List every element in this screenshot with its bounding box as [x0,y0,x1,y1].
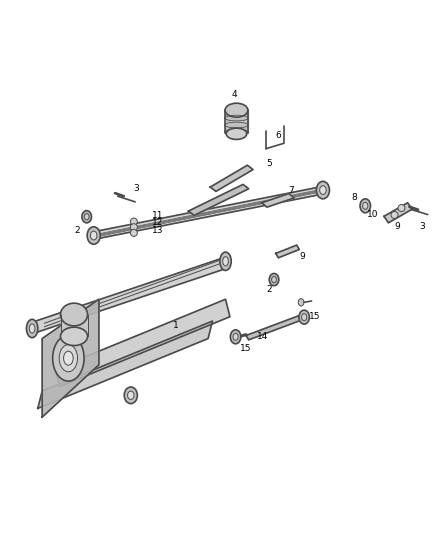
Text: 2: 2 [74,226,80,235]
Ellipse shape [269,273,279,286]
Ellipse shape [84,214,89,220]
Polygon shape [31,256,230,334]
Text: 13: 13 [152,226,164,235]
Polygon shape [262,193,294,207]
Text: 11: 11 [152,212,164,220]
Polygon shape [42,299,99,417]
Polygon shape [225,110,248,133]
Ellipse shape [299,310,309,324]
Circle shape [131,229,138,236]
Ellipse shape [233,333,238,340]
Ellipse shape [26,319,38,338]
Text: 3: 3 [133,184,139,193]
Ellipse shape [53,335,84,381]
Ellipse shape [127,391,134,399]
Ellipse shape [230,330,241,344]
Ellipse shape [298,298,304,306]
Ellipse shape [87,227,100,244]
Ellipse shape [59,345,78,372]
Polygon shape [38,321,212,408]
Ellipse shape [360,199,371,213]
Ellipse shape [64,351,73,365]
Ellipse shape [363,203,368,209]
Text: 15: 15 [240,344,252,353]
Ellipse shape [124,387,138,403]
Polygon shape [90,187,327,239]
Polygon shape [188,184,249,215]
Text: 7: 7 [288,185,294,195]
Polygon shape [60,314,88,336]
Text: 1: 1 [173,321,178,330]
Text: 2: 2 [266,285,272,294]
Ellipse shape [60,303,88,326]
Polygon shape [276,245,299,258]
Text: 4: 4 [231,90,237,99]
Text: 12: 12 [152,219,163,228]
Polygon shape [246,316,301,340]
Circle shape [398,205,405,212]
Circle shape [131,224,138,231]
Polygon shape [210,165,253,191]
Circle shape [391,212,398,219]
Ellipse shape [82,211,92,223]
Ellipse shape [220,252,231,270]
Text: 5: 5 [266,159,272,168]
Text: 8: 8 [351,193,357,202]
Ellipse shape [301,313,307,321]
Ellipse shape [272,277,276,282]
Text: 9: 9 [394,222,400,231]
Ellipse shape [223,257,228,266]
Text: 15: 15 [309,312,321,321]
Polygon shape [55,299,230,386]
Circle shape [131,218,138,225]
Text: 14: 14 [257,332,268,341]
Ellipse shape [320,185,326,195]
Polygon shape [384,203,412,223]
Ellipse shape [29,324,35,333]
Ellipse shape [90,231,97,240]
Text: 9: 9 [299,253,305,261]
Ellipse shape [225,103,248,117]
Ellipse shape [316,181,329,199]
Ellipse shape [60,327,88,345]
Text: 6: 6 [275,131,281,140]
Text: 3: 3 [419,222,425,231]
Ellipse shape [226,128,247,140]
Text: 10: 10 [367,211,378,220]
